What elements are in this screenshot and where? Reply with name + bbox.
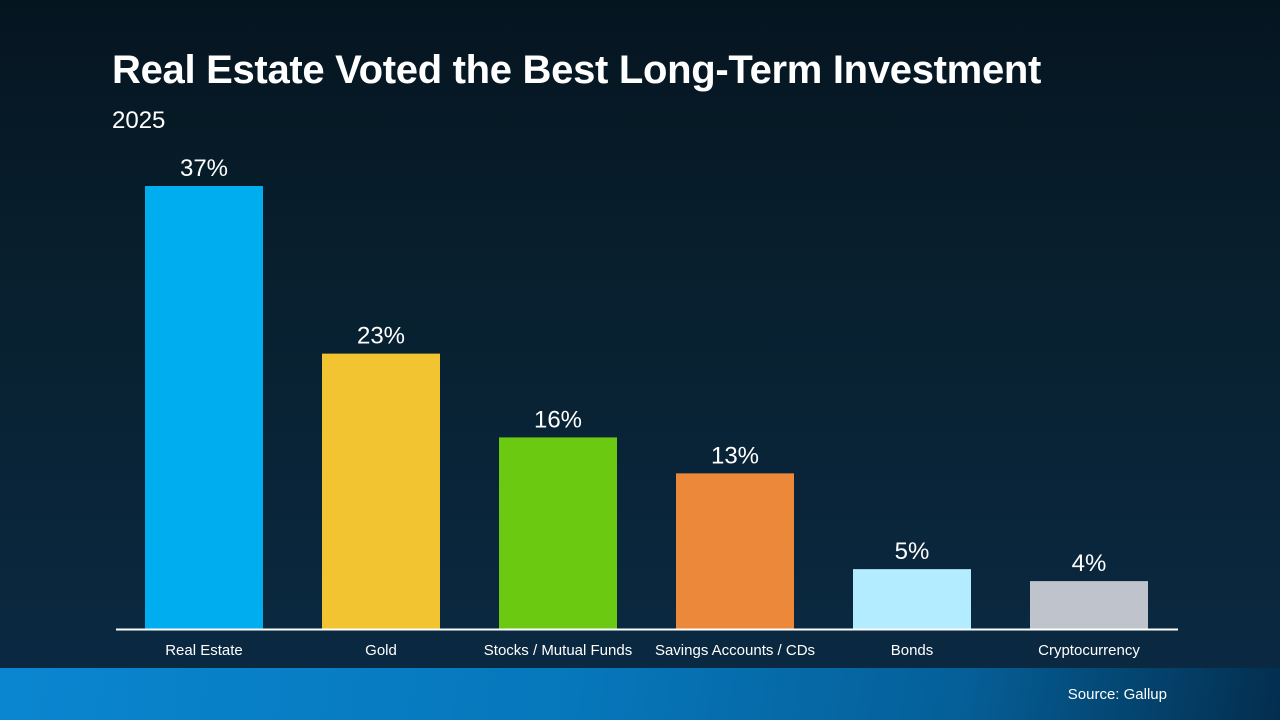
x-tick-label: Cryptocurrency [1038,642,1140,659]
bar-gold [322,353,440,629]
bar-savings-accounts-cds [676,473,794,629]
x-tick-label: Stocks / Mutual Funds [484,642,632,659]
chart-title: Real Estate Voted the Best Long-Term Inv… [112,48,1042,92]
x-tick-label: Bonds [891,642,934,659]
source-note: Source: Gallup [1067,686,1167,703]
bar-real-estate [145,186,263,629]
data-label: 5% [895,538,930,565]
data-label: 23% [357,323,405,350]
x-tick-label: Gold [365,642,397,659]
chart-subtitle: 2025 [112,107,166,134]
bar-stocks-mutual-funds [499,437,617,629]
data-label: 4% [1072,550,1107,577]
bar-cryptocurrency [1030,581,1148,629]
x-tick-label: Savings Accounts / CDs [655,642,815,659]
bar-bonds [853,569,971,629]
data-label: 16% [534,406,582,433]
data-label: 13% [711,442,759,469]
x-tick-label: Real Estate [165,642,243,659]
footer-band: Source: Gallup [0,668,1280,720]
data-label: 37% [180,155,228,182]
